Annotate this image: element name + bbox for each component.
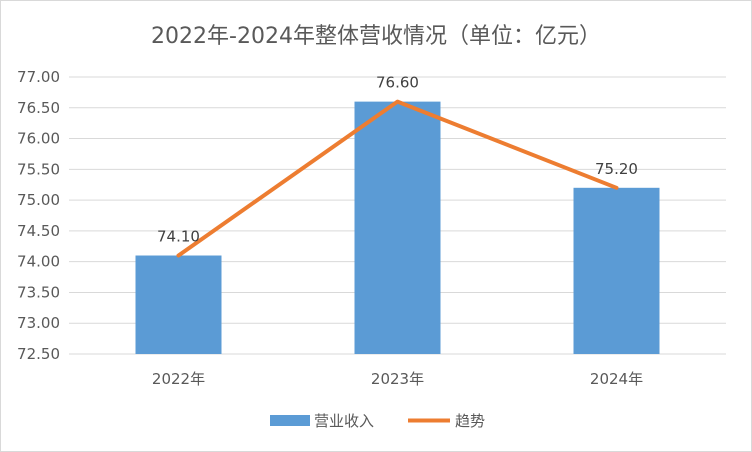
bar [354,101,441,354]
y-tick-label: 73.50 [17,283,60,301]
y-tick-label: 74.00 [17,253,60,271]
y-tick-label: 72.50 [17,345,60,363]
y-tick-label: 75.00 [17,191,60,209]
y-tick-label: 76.50 [17,99,60,117]
legend-swatch-revenue [270,415,310,426]
y-tick-label: 77.00 [17,68,60,86]
x-tick-label: 2023年 [371,370,424,388]
bar [573,187,660,354]
legend: 营业收入 趋势 [270,412,485,430]
x-tick-label: 2024年 [590,370,643,388]
y-tick-label: 73.00 [17,314,60,332]
bars [135,101,660,354]
y-tick-label: 74.50 [17,222,60,240]
data-label: 74.10 [157,228,200,246]
bar [135,255,222,354]
data-label: 76.60 [376,74,419,92]
legend-label-trend: 趋势 [455,412,485,430]
data-label: 75.20 [595,160,638,178]
y-tick-label: 76.00 [17,130,60,148]
x-axis-ticks: 2022年 2023年 2024年 [152,370,643,388]
chart-title: 2022年-2024年整体营收情况（单位：亿元） [151,24,601,49]
y-axis-ticks: 72.50 73.00 73.50 74.00 74.50 75.00 75.50 76.00… [17,68,60,363]
x-tick-label: 2022年 [152,370,205,388]
trend-line-group [176,99,619,258]
legend-label-revenue: 营业收入 [314,412,374,430]
y-tick-label: 75.50 [17,160,60,178]
trend-line [176,99,619,258]
data-labels: 74.10 76.60 75.20 [157,74,638,246]
